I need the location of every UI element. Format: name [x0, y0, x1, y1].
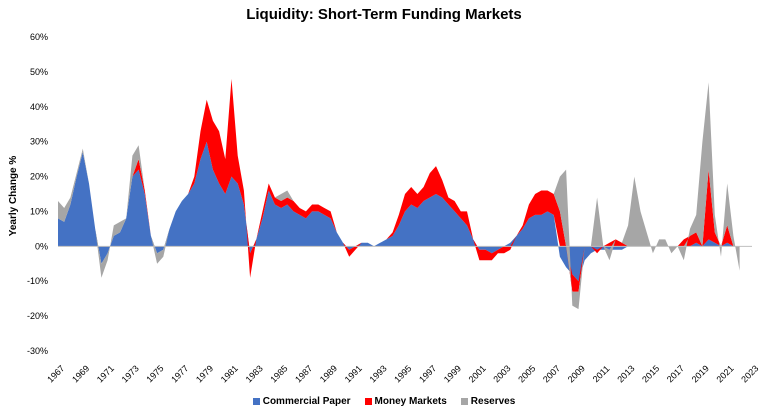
x-tick-label: 1997: [417, 363, 438, 384]
x-tick-label: 1977: [169, 363, 190, 384]
x-tick-label: 1989: [318, 363, 339, 384]
y-tick-label: 40%: [30, 102, 48, 112]
x-tick-label: 1973: [120, 363, 141, 384]
legend-item-commercial-paper: Commercial Paper: [252, 395, 351, 407]
x-tick-label: 2001: [467, 363, 488, 384]
x-tick-label: 1987: [293, 363, 314, 384]
x-tick-label: 2017: [665, 363, 686, 384]
x-tick-label: 1975: [144, 363, 165, 384]
x-tick-label: 2007: [541, 363, 562, 384]
x-tick-label: 1979: [194, 363, 215, 384]
y-tick-label: -20%: [27, 311, 48, 321]
x-tick-label: 1969: [70, 363, 91, 384]
legend: Commercial Paper Money Markets Reserves: [0, 395, 768, 407]
x-tick-label: 1985: [268, 363, 289, 384]
x-tick-label: 1995: [392, 363, 413, 384]
legend-label-money-markets: Money Markets: [374, 395, 447, 407]
x-tick-label: 1993: [367, 363, 388, 384]
x-tick-label: 2011: [591, 364, 612, 385]
y-tick-label: 10%: [30, 206, 48, 216]
legend-swatch-reserves: [460, 397, 468, 405]
x-tick-label: 2003: [491, 363, 512, 384]
y-tick-label: -10%: [27, 276, 48, 286]
y-tick-label: -30%: [27, 346, 48, 356]
series-area-money-markets: [58, 78, 740, 292]
y-tick-label: 20%: [30, 172, 48, 182]
y-axis-label: Yearly Change %: [8, 156, 19, 237]
x-tick-label: 2013: [615, 363, 636, 384]
x-tick-label: 1981: [219, 363, 240, 384]
legend-item-money-markets: Money Markets: [364, 395, 447, 407]
legend-label-reserves: Reserves: [470, 395, 516, 407]
legend-swatch-commercial-paper: [252, 397, 260, 405]
area-layer: [58, 78, 740, 310]
x-tick-label: 1991: [343, 363, 364, 384]
x-tick-label: 2015: [640, 363, 661, 384]
x-tick-label: 2009: [566, 363, 587, 384]
y-tick-label: 30%: [30, 137, 48, 147]
chart-title: Liquidity: Short-Term Funding Markets: [246, 6, 522, 23]
x-tick-label: 2005: [516, 363, 537, 384]
y-tick-label: 50%: [30, 67, 48, 77]
y-tick-label: 0%: [35, 241, 48, 251]
legend-label-commercial-paper: Commercial Paper: [262, 395, 351, 407]
y-tick-label: 60%: [30, 32, 48, 42]
x-tick-label: 2023: [739, 363, 760, 384]
x-tick-label: 1971: [95, 363, 116, 384]
x-tick-label: 2021: [714, 363, 735, 384]
legend-item-reserves: Reserves: [460, 395, 516, 407]
x-tick-label: 2019: [690, 363, 711, 384]
series-area-reserves: [58, 78, 740, 310]
legend-swatch-money-markets: [364, 397, 372, 405]
x-tick-label: 1967: [45, 363, 66, 384]
x-tick-label: 1999: [442, 363, 463, 384]
x-tick-label: 1983: [244, 363, 265, 384]
